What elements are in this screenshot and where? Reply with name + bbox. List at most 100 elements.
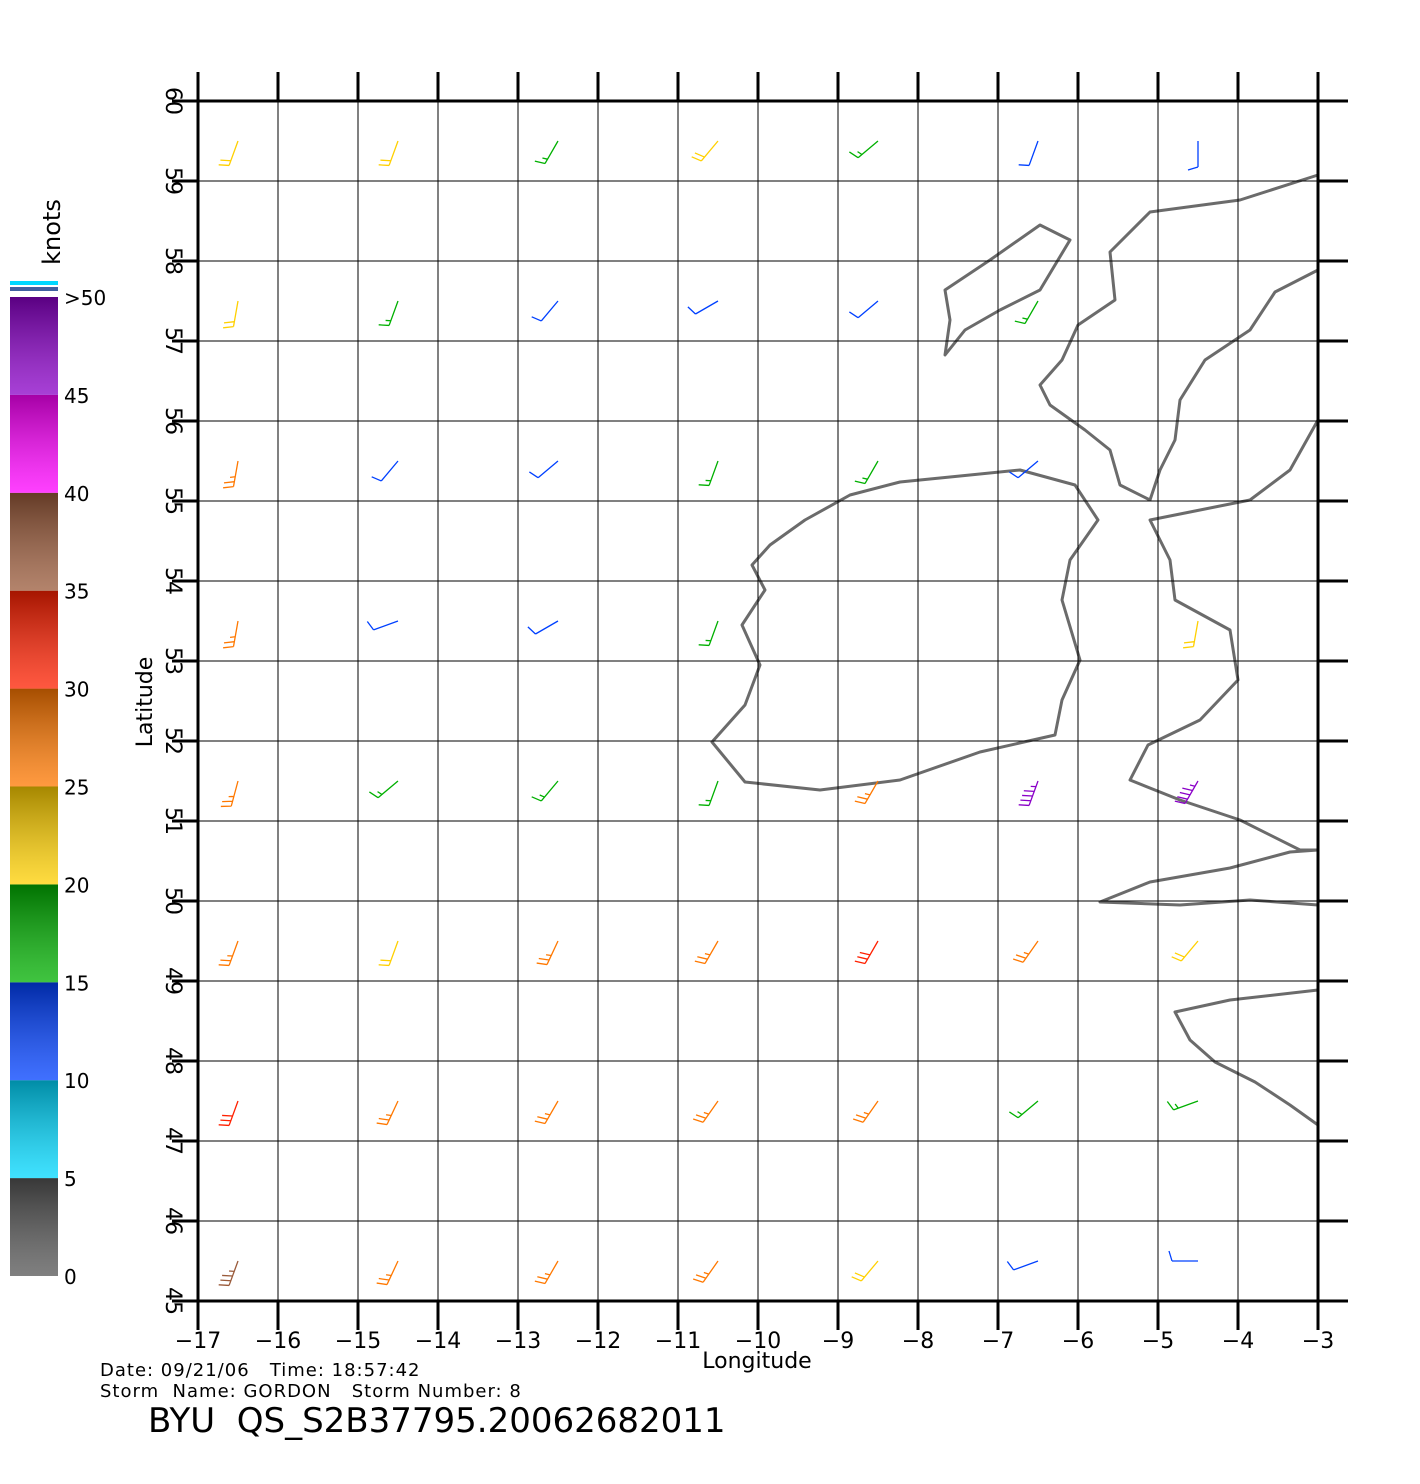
wind-barb — [854, 940, 879, 965]
wind-barb — [527, 620, 559, 635]
color-band-shade — [10, 688, 58, 787]
y-axis-title: Latitude — [133, 657, 158, 748]
wind-barb — [698, 460, 719, 487]
colorbar-tick-label: 20 — [64, 873, 89, 897]
wind-barb — [378, 140, 399, 167]
colorbar-tick-label: 35 — [64, 580, 89, 604]
wind-barb — [220, 780, 239, 808]
colorbar-tick-label: 45 — [64, 384, 89, 408]
wind-barb — [1187, 141, 1199, 171]
y-tick-label: 46 — [160, 1207, 185, 1235]
footer-date: Date: 09/21/06 Time: 18:57:42 — [100, 1360, 421, 1381]
colorbar-tick-label: 15 — [64, 971, 89, 995]
wind-barb — [1171, 940, 1199, 962]
color-band-shade — [10, 982, 58, 1081]
color-band-shade — [10, 297, 58, 395]
footer-product: BYU QS_S2B37795.20062682011 — [148, 1401, 726, 1441]
wind-barb — [534, 1260, 559, 1285]
footer-storm: Storm Name: GORDON Storm Number: 8 — [100, 1381, 522, 1402]
isles — [943, 223, 1072, 357]
wind-barb — [854, 460, 879, 485]
color-band-shade — [10, 590, 58, 689]
wind-barb — [366, 620, 399, 631]
wind-barb — [692, 1260, 719, 1283]
wind-barb — [1168, 1250, 1198, 1262]
color-band-shade — [10, 394, 58, 493]
colorbar-tick-label: 0 — [64, 1265, 77, 1289]
wind-barb — [698, 780, 719, 807]
scotland — [1038, 173, 1320, 502]
wind-barb — [223, 300, 239, 329]
wind-barb — [692, 1100, 719, 1123]
x-tick-label: −3 — [1302, 1329, 1334, 1354]
x-tick-label: −12 — [575, 1329, 621, 1354]
wind-barb — [223, 460, 239, 489]
wind-barb — [851, 1260, 879, 1282]
wind-barb — [378, 940, 399, 967]
y-tick-label: 51 — [160, 807, 185, 835]
y-tick-label: 50 — [160, 887, 185, 915]
wind-barb — [218, 1100, 239, 1127]
wind-barb — [529, 460, 559, 479]
wind-barb — [854, 780, 879, 805]
wind-barb — [687, 300, 719, 315]
plot-frame — [196, 99, 1320, 1303]
wind-barb — [849, 300, 879, 319]
wind-barb — [1012, 940, 1039, 963]
wind-barb — [218, 140, 239, 167]
wind-barb — [849, 140, 879, 159]
wind-barb — [852, 1100, 879, 1123]
y-tick-label: 56 — [160, 407, 185, 435]
x-tick-label: −5 — [1142, 1329, 1174, 1354]
ireland — [710, 468, 1100, 792]
wind-barb — [531, 780, 559, 802]
color-band-shade — [10, 786, 58, 885]
x-tick-label: −14 — [415, 1329, 461, 1354]
y-tick-label: 52 — [160, 727, 185, 755]
wind-barb — [376, 1100, 399, 1126]
cornwall — [1098, 848, 1320, 907]
wind-barb — [534, 140, 559, 165]
wind-barb — [371, 460, 399, 482]
x-tick-label: −10 — [735, 1329, 781, 1354]
y-tick-label: 58 — [160, 247, 185, 275]
colorbar-tick-label: 5 — [64, 1167, 77, 1191]
barbs — [218, 140, 1199, 1287]
wind-barb — [223, 620, 239, 649]
wind-barb — [1009, 1100, 1039, 1119]
wind-barb — [1174, 780, 1199, 805]
x-tick-label: −6 — [1062, 1329, 1094, 1354]
wind-barb — [1166, 1100, 1199, 1111]
wind-barb — [369, 780, 399, 799]
y-tick-label: 60 — [160, 87, 185, 115]
wind-barb — [1006, 1260, 1039, 1271]
color-band-shade — [10, 492, 58, 591]
x-tick-label: −8 — [902, 1329, 934, 1354]
wind-barb — [218, 940, 239, 967]
colorbar-cap — [10, 281, 58, 285]
colorbar: 0 5 10 15 20 25 30 35 40 45 >50 — [10, 281, 106, 1289]
y-tick-label: 59 — [160, 167, 185, 195]
wind-barb — [531, 300, 559, 322]
wind-barb — [1183, 620, 1199, 649]
y-tick-label: 49 — [160, 967, 185, 995]
x-axis-title: Longitude — [702, 1349, 811, 1374]
wind-barb — [1018, 780, 1039, 807]
colorbar-title: knots — [38, 199, 66, 265]
england-wales — [1128, 418, 1320, 852]
colorbar-tick-label: 30 — [64, 678, 89, 702]
wind-barb — [1009, 460, 1039, 479]
coastline — [710, 173, 1320, 1127]
wind-barb — [691, 140, 719, 162]
y-tick-label: 48 — [160, 1047, 185, 1075]
x-tick-label: −13 — [495, 1329, 541, 1354]
x-tick-label: −15 — [335, 1329, 381, 1354]
wind-barb — [536, 940, 559, 966]
wind-barb — [1014, 300, 1039, 325]
y-tick-label: 54 — [160, 567, 185, 595]
wind-barb — [1018, 140, 1039, 167]
france — [1173, 988, 1320, 1127]
y-tick-label: 57 — [160, 327, 185, 355]
x-tick-label: −9 — [822, 1329, 854, 1354]
